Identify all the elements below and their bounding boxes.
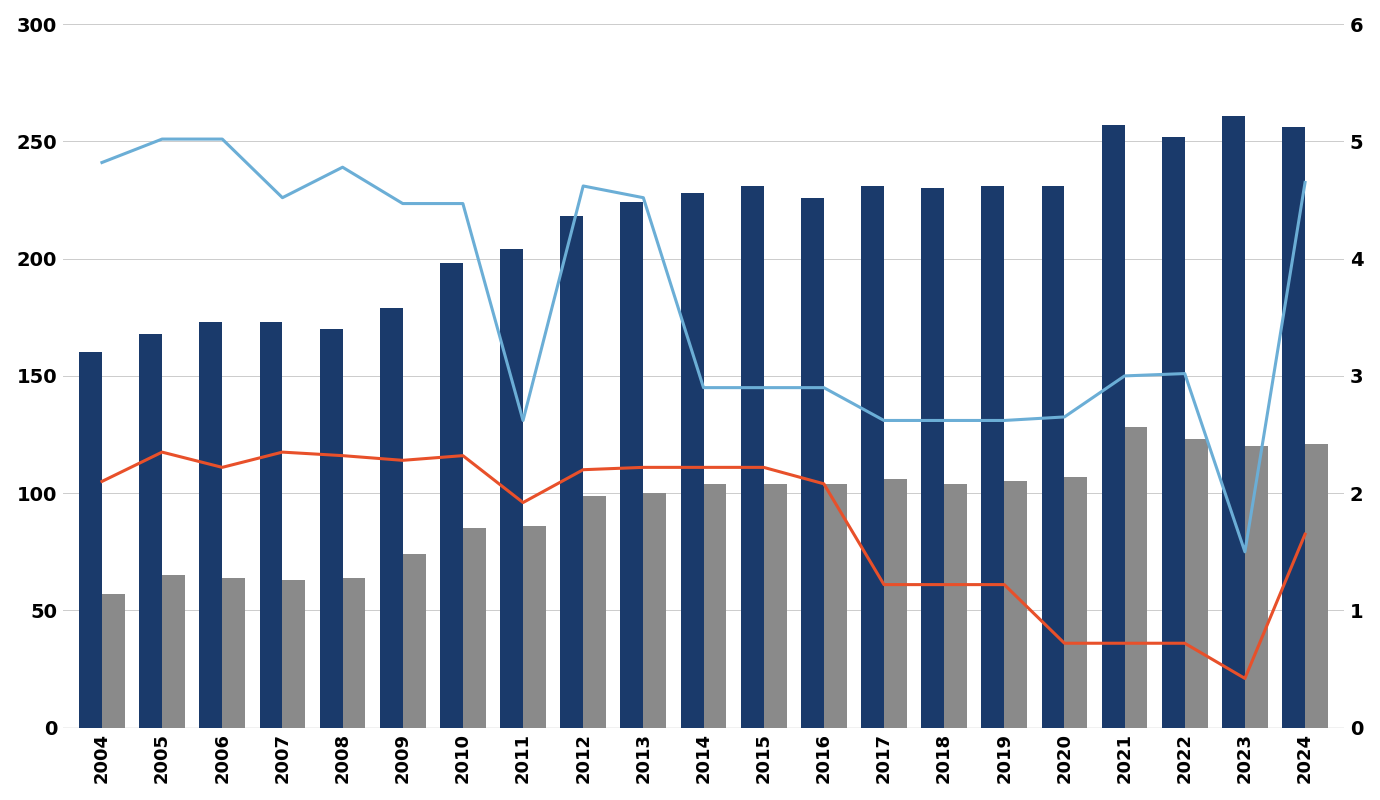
Bar <box>199 322 222 728</box>
Bar <box>922 188 944 728</box>
Bar <box>283 580 305 728</box>
Bar <box>680 193 704 728</box>
Bar <box>102 594 124 728</box>
Bar <box>161 575 185 728</box>
Bar <box>704 484 726 728</box>
Bar <box>824 484 847 728</box>
Bar <box>1245 446 1268 728</box>
Bar <box>222 578 246 728</box>
Bar <box>981 186 1005 728</box>
Bar <box>1162 137 1185 728</box>
Bar <box>1185 439 1208 728</box>
Bar <box>1282 127 1305 728</box>
Bar <box>259 322 283 728</box>
Bar <box>320 329 342 728</box>
Bar <box>1305 444 1328 728</box>
Bar <box>342 578 366 728</box>
Bar <box>79 353 102 728</box>
Bar <box>1223 116 1245 728</box>
Bar <box>380 308 403 728</box>
Bar <box>1064 477 1087 728</box>
Bar <box>1042 186 1064 728</box>
Bar <box>944 484 967 728</box>
Bar <box>885 479 907 728</box>
Bar <box>861 186 885 728</box>
Bar <box>1125 427 1147 728</box>
Bar <box>1101 125 1125 728</box>
Bar <box>462 528 486 728</box>
Bar <box>1005 482 1027 728</box>
Bar <box>643 493 667 728</box>
Bar <box>584 495 606 728</box>
Bar <box>621 202 643 728</box>
Bar <box>500 250 523 728</box>
Bar <box>560 217 584 728</box>
Bar <box>800 198 824 728</box>
Bar <box>440 263 462 728</box>
Bar <box>763 484 787 728</box>
Bar <box>403 554 425 728</box>
Bar <box>741 186 763 728</box>
Bar <box>523 526 546 728</box>
Bar <box>139 334 161 728</box>
